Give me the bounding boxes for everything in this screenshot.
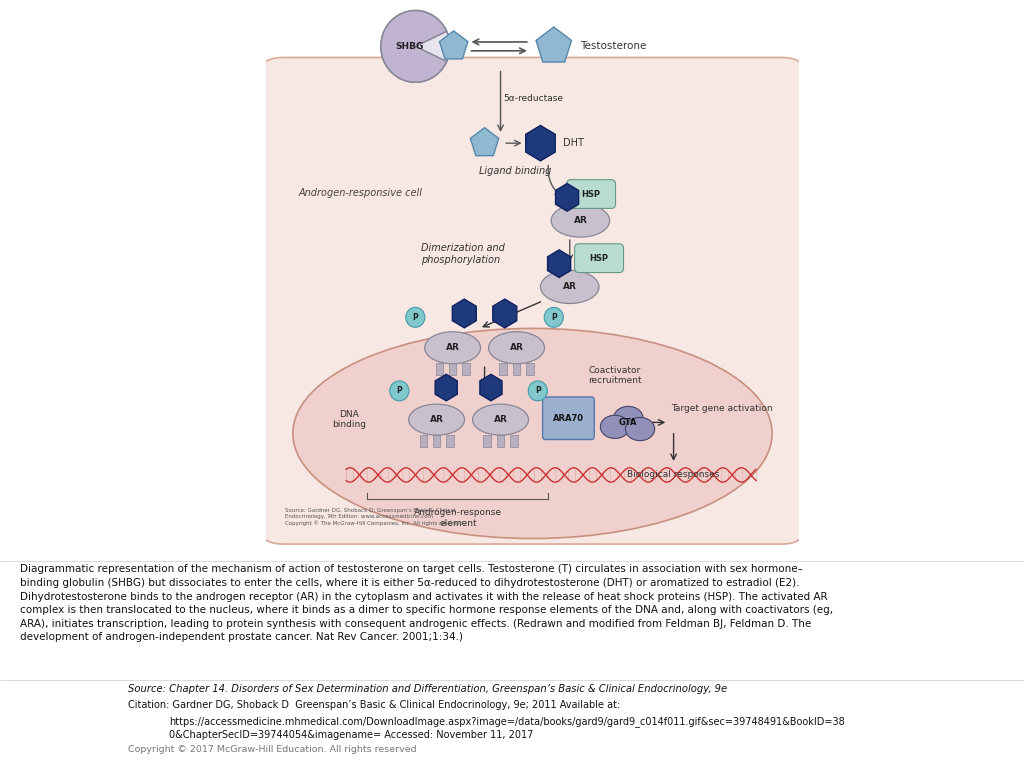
Text: P: P bbox=[551, 313, 557, 322]
Text: P: P bbox=[413, 313, 418, 322]
Ellipse shape bbox=[425, 332, 480, 364]
Text: SHBG: SHBG bbox=[396, 42, 424, 51]
Ellipse shape bbox=[626, 418, 654, 441]
Ellipse shape bbox=[613, 406, 643, 429]
Text: Dimerization and
phosphorylation: Dimerization and phosphorylation bbox=[421, 243, 505, 264]
Text: AR: AR bbox=[494, 415, 508, 424]
Bar bbox=[526, 363, 534, 376]
Ellipse shape bbox=[600, 415, 630, 439]
Text: DNA
binding: DNA binding bbox=[332, 410, 366, 429]
Bar bbox=[500, 363, 507, 376]
Text: https://accessmedicine.mhmedical.com/DownloadImage.aspx?image=/data/books/gard9/: https://accessmedicine.mhmedical.com/Dow… bbox=[169, 716, 845, 727]
Text: Androgen-responsive cell: Androgen-responsive cell bbox=[298, 187, 422, 197]
Bar bbox=[497, 435, 504, 447]
FancyBboxPatch shape bbox=[256, 58, 809, 544]
Text: Ligand binding: Ligand binding bbox=[479, 166, 552, 176]
Polygon shape bbox=[548, 250, 570, 277]
Bar bbox=[449, 363, 457, 376]
Polygon shape bbox=[493, 299, 517, 328]
Bar bbox=[420, 435, 427, 447]
Text: HSP: HSP bbox=[590, 253, 608, 263]
Polygon shape bbox=[556, 184, 579, 211]
Text: Citation: Gardner DG, Shoback D  Greenspan’s Basic & Clinical Endocrinology, 9e;: Citation: Gardner DG, Shoback D Greenspa… bbox=[128, 700, 621, 710]
FancyBboxPatch shape bbox=[574, 243, 624, 273]
Text: AR: AR bbox=[510, 343, 523, 353]
Text: Diagrammatic representation of the mechanism of action of testosterone on target: Diagrammatic representation of the mecha… bbox=[20, 564, 834, 643]
Bar bbox=[513, 363, 520, 376]
Circle shape bbox=[390, 381, 409, 401]
Text: AR: AR bbox=[430, 415, 443, 424]
Text: Graw: Graw bbox=[35, 704, 83, 722]
FancyBboxPatch shape bbox=[543, 397, 594, 439]
Ellipse shape bbox=[488, 332, 545, 364]
Text: Education: Education bbox=[30, 750, 88, 760]
Text: Source: Gardner DG, Shoback D: Greenspan’s Basic & Clinical
Endocrinology, 9th E: Source: Gardner DG, Shoback D: Greenspan… bbox=[285, 508, 465, 526]
Bar bbox=[435, 363, 443, 376]
Text: P: P bbox=[396, 386, 402, 396]
Text: 0&ChapterSecID=39744054&imagename= Accessed: November 11, 2017: 0&ChapterSecID=39744054&imagename= Acces… bbox=[169, 730, 534, 740]
Text: AR: AR bbox=[573, 216, 588, 225]
Polygon shape bbox=[525, 125, 555, 161]
Circle shape bbox=[528, 381, 548, 401]
Polygon shape bbox=[536, 27, 571, 62]
Text: ARA70: ARA70 bbox=[553, 414, 584, 422]
Ellipse shape bbox=[473, 404, 528, 435]
Polygon shape bbox=[480, 374, 502, 401]
Ellipse shape bbox=[541, 270, 599, 303]
Text: Copyright © 2017 McGraw-Hill Education. All rights reserved: Copyright © 2017 McGraw-Hill Education. … bbox=[128, 745, 417, 754]
Circle shape bbox=[544, 307, 563, 327]
Ellipse shape bbox=[293, 329, 772, 538]
Polygon shape bbox=[439, 31, 468, 59]
Text: Biological responses: Biological responses bbox=[628, 471, 720, 479]
Text: Testosterone: Testosterone bbox=[581, 41, 647, 51]
Ellipse shape bbox=[409, 404, 465, 435]
Text: AR: AR bbox=[445, 343, 460, 353]
Text: DHT: DHT bbox=[563, 138, 585, 148]
Circle shape bbox=[406, 307, 425, 327]
FancyBboxPatch shape bbox=[566, 180, 615, 208]
Bar bbox=[462, 363, 470, 376]
Bar bbox=[483, 435, 490, 447]
Text: Target gene activation: Target gene activation bbox=[671, 404, 772, 413]
Polygon shape bbox=[453, 299, 476, 328]
Text: Androgen-response
element: Androgen-response element bbox=[414, 508, 502, 528]
Text: Source: Chapter 14. Disorders of Sex Determination and Differentiation, Greenspa: Source: Chapter 14. Disorders of Sex Det… bbox=[128, 684, 727, 694]
Text: Mc: Mc bbox=[46, 681, 72, 699]
Text: Hill: Hill bbox=[43, 726, 75, 744]
Bar bbox=[433, 435, 440, 447]
Bar bbox=[446, 435, 454, 447]
Polygon shape bbox=[470, 127, 499, 156]
Wedge shape bbox=[416, 31, 450, 61]
Text: Coactivator
recruitment: Coactivator recruitment bbox=[588, 366, 642, 385]
Text: AR: AR bbox=[563, 283, 577, 291]
Bar bbox=[510, 435, 517, 447]
Text: 5α-reductase: 5α-reductase bbox=[503, 94, 563, 104]
Text: HSP: HSP bbox=[582, 190, 600, 198]
Polygon shape bbox=[435, 374, 458, 401]
Ellipse shape bbox=[551, 204, 609, 237]
Text: GTA: GTA bbox=[620, 418, 638, 427]
Wedge shape bbox=[381, 11, 446, 82]
Text: P: P bbox=[535, 386, 541, 396]
